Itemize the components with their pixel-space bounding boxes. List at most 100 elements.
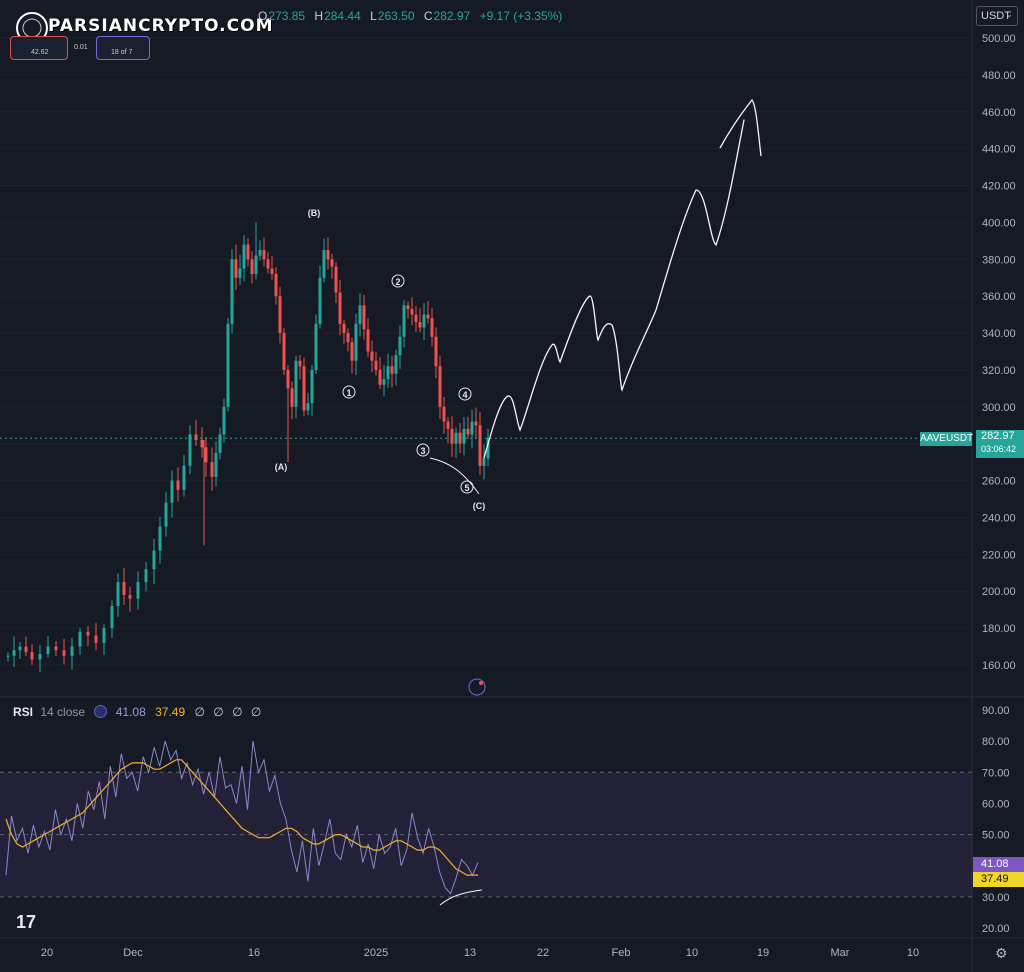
price-tick-label: 160.00: [982, 660, 1016, 672]
candle-body: [204, 447, 208, 463]
candle-body: [466, 428, 470, 435]
wave-circle: [458, 387, 472, 401]
candle-body: [12, 650, 16, 656]
candle-body: [38, 653, 42, 660]
candle-body: [24, 646, 28, 653]
price-tick-label: 460.00: [982, 107, 1016, 119]
rsi-empty-value-3: ∅: [232, 705, 243, 719]
candle-body: [270, 268, 274, 275]
price-tick-label: 340.00: [982, 328, 1016, 340]
candle-body: [278, 296, 282, 334]
open-label: O: [258, 9, 268, 23]
candle-body: [176, 480, 180, 490]
candle-body: [226, 323, 230, 407]
price-tick-label: 220.00: [982, 549, 1016, 561]
change-value: +9.17 (+3.35%): [479, 9, 563, 23]
price-tick-label: 380.00: [982, 254, 1016, 266]
candle-body: [394, 355, 398, 374]
wave5-curve: [429, 457, 480, 495]
high-label: H: [314, 9, 324, 23]
candle-body: [298, 360, 302, 367]
price-tick-label: 440.00: [982, 144, 1016, 156]
candle-body: [322, 250, 326, 278]
candle-body: [382, 379, 386, 385]
candle-body: [442, 406, 446, 422]
candle-body: [290, 388, 294, 407]
candle-body: [102, 628, 106, 643]
candle-body: [136, 582, 140, 599]
tradingview-logo[interactable]: 17: [16, 912, 37, 932]
candle-body: [302, 366, 306, 411]
watermark-badge-right-text: 18 of 7: [111, 49, 133, 56]
candle-body: [30, 652, 34, 660]
candle-body: [330, 259, 334, 267]
candle-body: [242, 244, 246, 269]
candle-body: [62, 650, 66, 656]
bar-countdown: 03:06:42: [981, 444, 1017, 454]
candle-body: [70, 646, 74, 656]
candle-body: [482, 458, 486, 466]
candle-body: [318, 277, 322, 324]
currency-label: USDT: [981, 10, 1011, 22]
indicator-source-icon[interactable]: [94, 705, 108, 718]
candle-body: [286, 369, 290, 389]
rsi-title: RSI: [13, 705, 34, 719]
candle-body: [214, 452, 218, 477]
time-tick-label: 10: [907, 947, 919, 959]
wave-label: 1: [346, 388, 351, 398]
candle-body: [402, 305, 406, 337]
event-marker-dot: [479, 681, 483, 685]
wave-label: (C): [473, 501, 486, 511]
wave-circle: [416, 443, 430, 457]
symbol-price-label: AAVEUSDT: [920, 432, 974, 446]
candle-body: [486, 438, 490, 459]
candle-body: [306, 403, 310, 411]
candle-body: [354, 323, 358, 361]
candle-body: [86, 631, 90, 636]
watermark-badge-left: 42.62: [10, 36, 68, 60]
candle-body: [218, 434, 222, 453]
rsi-line: [5, 740, 479, 895]
candle-body: [414, 314, 418, 322]
candle-body: [182, 465, 186, 490]
rsi-ma-value: 37.49: [155, 705, 186, 719]
time-tick-label: 20: [41, 947, 53, 959]
candle-body: [46, 646, 50, 654]
candle-body: [200, 440, 204, 448]
rsi-legend[interactable]: RSI 14 close 41.08 37.49 ∅ ∅ ∅ ∅: [13, 705, 266, 719]
candle-body: [144, 569, 148, 583]
candle-body: [158, 526, 162, 551]
time-tick-label: Feb: [612, 947, 631, 959]
candle-body: [18, 646, 22, 651]
candle-body: [188, 434, 192, 466]
wave-label: (A): [275, 462, 288, 472]
time-tick-label: Dec: [123, 947, 143, 959]
close-value: 282.97: [433, 9, 471, 23]
candle-body: [462, 428, 466, 444]
wave-label: (B): [308, 208, 321, 218]
ohlc-legend: O273.85 H284.44 L263.50 C282.97 +9.17 (+…: [258, 9, 568, 23]
candle-body: [6, 655, 10, 657]
currency-selector[interactable]: USDT ⌄: [976, 6, 1018, 26]
candle-body: [430, 318, 434, 337]
last-price-tag: 282.97 03:06:42: [976, 430, 1024, 458]
price-tick-label: 240.00: [982, 512, 1016, 524]
candle-body: [478, 425, 482, 466]
candle-body: [426, 314, 430, 319]
candle-body: [164, 502, 168, 527]
high-value: 284.44: [324, 9, 361, 23]
candle-body: [386, 366, 390, 380]
rsi-params: 14 close: [40, 705, 86, 719]
rsi-tick-label: 90.00: [982, 705, 1010, 717]
candle-body: [358, 305, 362, 324]
candle-body: [294, 360, 298, 407]
candle-body: [78, 631, 82, 647]
watermark-logo: PARSIANCRYPTO.COM 42.62 0.01 18 of 7: [8, 6, 272, 60]
gear-icon[interactable]: ⚙: [995, 945, 1008, 961]
candle-body: [210, 462, 214, 477]
candle-body: [128, 594, 132, 599]
candle-body: [314, 323, 318, 370]
candle-body: [346, 333, 350, 343]
